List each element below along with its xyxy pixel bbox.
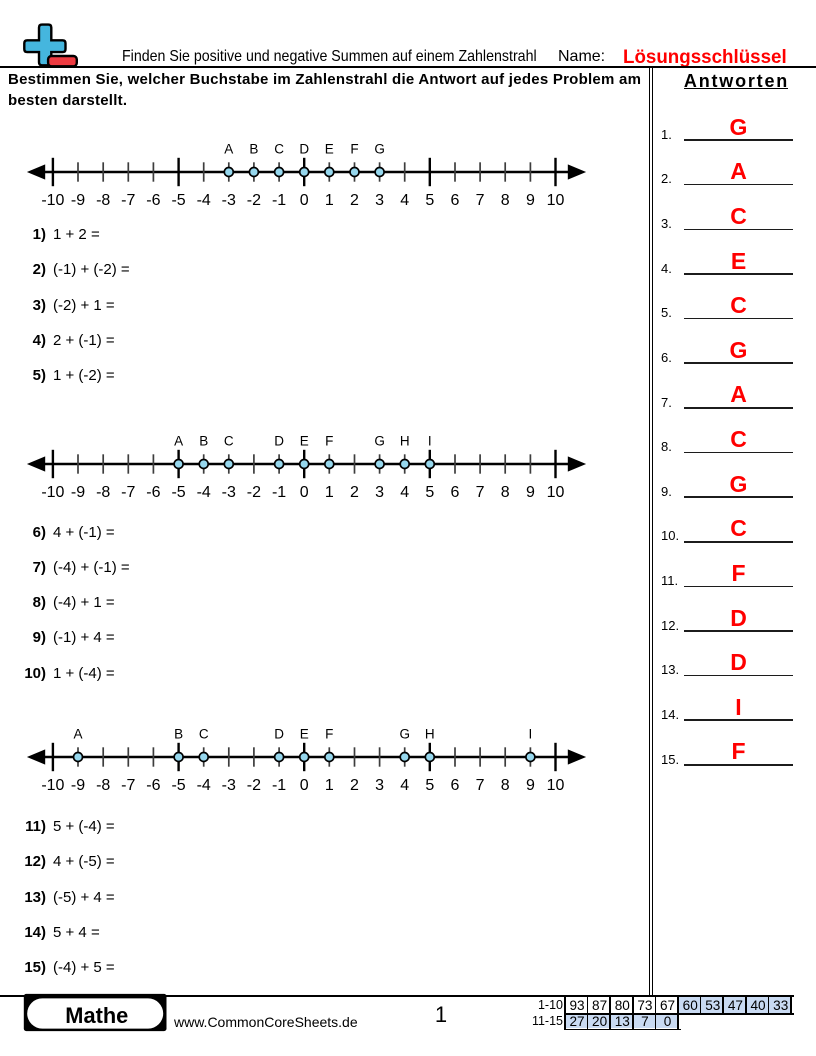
svg-text:6: 6 [451,777,460,794]
svg-text:9: 9 [526,777,535,794]
svg-text:A: A [174,434,183,449]
svg-text:5: 5 [425,484,434,501]
svg-text:F: F [350,141,358,156]
svg-text:9: 9 [526,192,535,209]
svg-text:E: E [300,434,309,449]
svg-text:H: H [400,434,410,449]
svg-text:0: 0 [300,777,309,794]
svg-text:-7: -7 [121,777,135,794]
svg-text:D: D [274,727,284,742]
svg-text:3: 3 [375,192,384,209]
svg-text:7: 7 [476,484,485,501]
svg-text:C: C [199,727,209,742]
svg-text:-2: -2 [247,192,261,209]
svg-text:-3: -3 [222,777,236,794]
svg-text:-3: -3 [222,484,236,501]
svg-text:-1: -1 [272,192,286,209]
svg-text:6: 6 [451,484,460,501]
svg-text:-2: -2 [247,777,261,794]
svg-text:-7: -7 [121,484,135,501]
svg-text:-5: -5 [171,777,185,794]
svg-text:2: 2 [350,777,359,794]
svg-text:2: 2 [350,484,359,501]
svg-text:G: G [374,434,385,449]
svg-text:-5: -5 [171,484,185,501]
svg-text:-8: -8 [96,192,110,209]
svg-text:-4: -4 [197,192,211,209]
svg-text:-7: -7 [121,192,135,209]
svg-text:1: 1 [325,777,334,794]
svg-text:-9: -9 [71,777,85,794]
svg-text:H: H [425,727,435,742]
svg-text:-2: -2 [247,484,261,501]
svg-text:2: 2 [350,192,359,209]
svg-text:-10: -10 [41,777,64,794]
svg-text:D: D [274,434,284,449]
svg-text:5: 5 [425,777,434,794]
svg-text:10: 10 [547,777,565,794]
svg-text:C: C [274,141,284,156]
svg-text:-10: -10 [41,484,64,501]
svg-text:I: I [428,434,432,449]
svg-text:-8: -8 [96,777,110,794]
svg-text:10: 10 [547,484,565,501]
svg-text:1: 1 [325,192,334,209]
svg-text:-8: -8 [96,484,110,501]
svg-text:8: 8 [501,192,510,209]
svg-text:B: B [199,434,208,449]
svg-text:C: C [224,434,234,449]
svg-text:7: 7 [476,192,485,209]
svg-text:A: A [73,727,82,742]
svg-text:-3: -3 [222,192,236,209]
svg-text:9: 9 [526,484,535,501]
svg-text:10: 10 [547,192,565,209]
svg-text:Mathe: Mathe [65,1003,128,1028]
svg-text:-1: -1 [272,484,286,501]
svg-text:4: 4 [400,484,409,501]
svg-text:E: E [325,141,334,156]
svg-text:3: 3 [375,777,384,794]
svg-text:-9: -9 [71,484,85,501]
svg-text:A: A [224,141,233,156]
svg-text:-6: -6 [146,777,160,794]
svg-text:I: I [529,727,533,742]
svg-text:-6: -6 [146,192,160,209]
svg-text:5: 5 [425,192,434,209]
svg-text:0: 0 [300,484,309,501]
svg-text:E: E [300,727,309,742]
svg-text:4: 4 [400,777,409,794]
svg-text:-10: -10 [41,192,64,209]
svg-text:-4: -4 [197,777,211,794]
svg-text:F: F [325,434,333,449]
svg-text:B: B [174,727,183,742]
svg-text:F: F [325,727,333,742]
svg-text:8: 8 [501,484,510,501]
svg-text:7: 7 [476,777,485,794]
svg-text:G: G [374,141,385,156]
svg-text:0: 0 [300,192,309,209]
svg-text:-4: -4 [197,484,211,501]
svg-text:6: 6 [451,192,460,209]
svg-text:-9: -9 [71,192,85,209]
svg-text:1: 1 [325,484,334,501]
svg-text:-6: -6 [146,484,160,501]
svg-text:3: 3 [375,484,384,501]
svg-text:-1: -1 [272,777,286,794]
svg-text:G: G [399,727,410,742]
svg-text:-5: -5 [171,192,185,209]
svg-text:B: B [249,141,258,156]
svg-text:8: 8 [501,777,510,794]
svg-text:4: 4 [400,192,409,209]
svg-text:D: D [299,141,309,156]
